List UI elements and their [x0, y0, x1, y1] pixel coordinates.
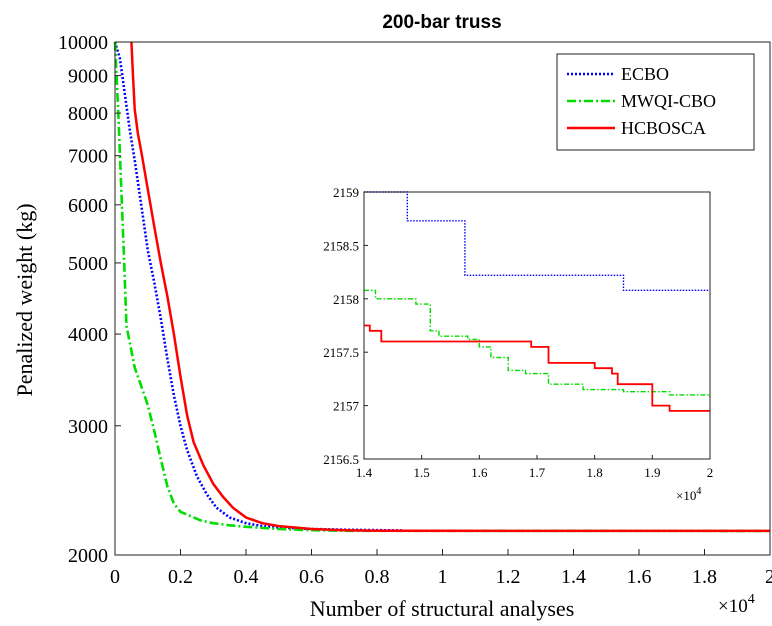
inset-series-line-ecbo [364, 191, 710, 291]
inset-y-tick-label: 2158 [333, 292, 359, 307]
inset-plot: 1.4 1.5 1.6 1.7 1.8 1.9 2 2156.5 2157 2157.5 2158 2… [323, 185, 713, 480]
legend-label-hcbosca: HCBOSCA [621, 118, 706, 138]
legend: ECBO MWQI-CBO HCBOSCA [556, 53, 755, 151]
inset-y-tick-label: 2158.5 [323, 238, 359, 253]
x-tick-label: 0.4 [234, 566, 259, 588]
inset-y-tick-label: 2156.5 [323, 452, 359, 467]
legend-label-mwqi-cbo: MWQI-CBO [621, 91, 716, 111]
y-tick-label: 2000 [68, 545, 108, 567]
inset-x-tick-label: 1.6 [471, 465, 488, 480]
inset-x-tick-label: 1.5 [414, 465, 430, 480]
main-plot: 0 0.2 0.4 0.6 0.8 1 1.2 1.4 1.6 1.8 2 2000 3000 4000 5… [58, 32, 772, 588]
x-tick-label: 0.8 [365, 566, 390, 588]
x-tick-label: 0 [110, 566, 120, 588]
y-axis-label: Penalized weight (kg) [12, 203, 37, 396]
y-tick-label: 7000 [68, 146, 108, 168]
x-tick-label: 2 [765, 566, 772, 588]
inset-x-exponent-label: ×104 [676, 486, 701, 503]
inset-x-tick-label: 2 [707, 465, 714, 480]
inset-y-tick-label: 2159 [333, 185, 359, 200]
y-tick-label: 8000 [68, 103, 108, 125]
y-tick-label: 6000 [68, 195, 108, 217]
legend-label-ecbo: ECBO [621, 64, 669, 84]
inset-y-tick-label: 2157 [333, 399, 360, 414]
inset-x-tick-label: 1.8 [587, 465, 603, 480]
x-tick-label: 0.6 [299, 566, 324, 588]
inset-x-tick-label: 1.4 [356, 465, 373, 480]
y-tick-label: 10000 [58, 32, 108, 54]
inset-series-line-hcbosca [364, 324, 710, 412]
x-exponent-label: ×104 [718, 592, 755, 617]
inset-x-tick-label: 1.9 [644, 465, 660, 480]
y-tick-label: 5000 [68, 253, 108, 275]
y-tick-label: 3000 [68, 416, 108, 438]
chart-title: 200-bar truss [382, 12, 501, 33]
x-tick-label: 1.2 [496, 566, 521, 588]
inset-series-line-mwqi-cbo [364, 289, 711, 398]
inset-y-tick-label: 2157.5 [323, 345, 359, 360]
y-tick-label: 9000 [68, 66, 108, 88]
x-tick-label: 1.6 [627, 566, 652, 588]
x-tick-label: 1.8 [692, 566, 717, 588]
x-tick-label: 1 [438, 566, 448, 588]
x-tick-label: 0.2 [168, 566, 193, 588]
x-axis-label: Number of structural analyses [310, 596, 575, 621]
y-tick-label: 4000 [68, 324, 108, 346]
series-line-mwqi-cbo [113, 41, 771, 533]
inset-plot-area [363, 191, 711, 460]
series-line-ecbo [113, 41, 404, 532]
x-tick-label: 1.4 [561, 566, 586, 588]
series-line-hcbosca [130, 41, 771, 533]
inset-x-tick-label: 1.7 [529, 465, 546, 480]
